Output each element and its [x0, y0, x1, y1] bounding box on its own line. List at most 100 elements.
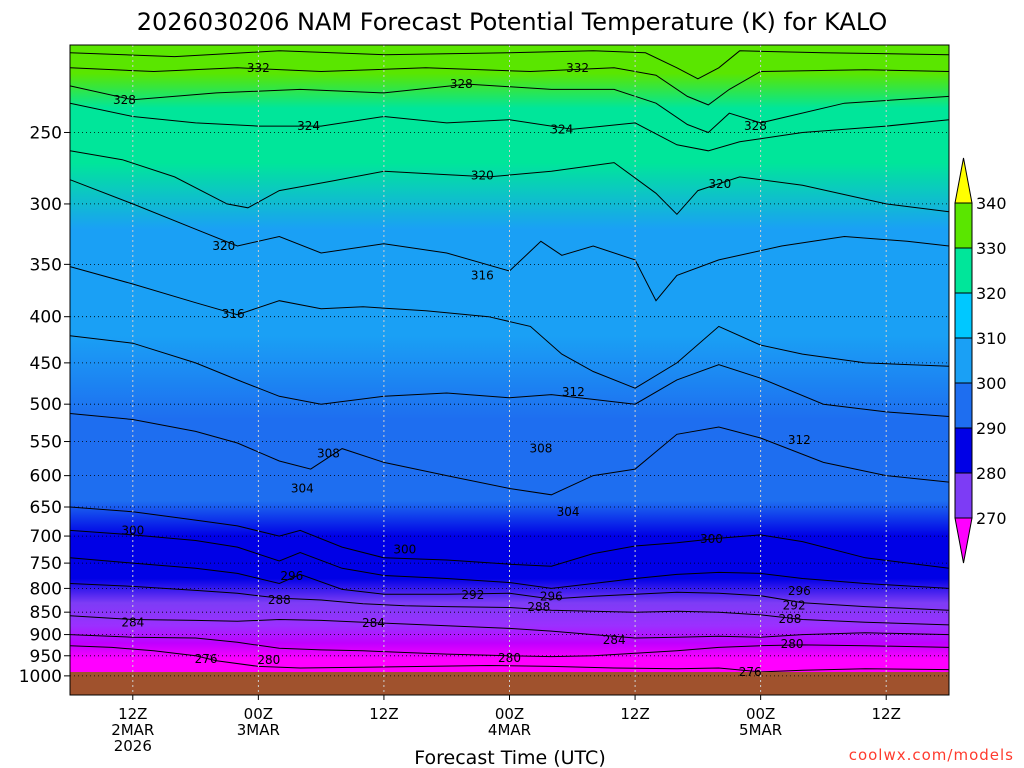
colorbar-label: 270 — [976, 509, 1007, 528]
y-tick-label: 650 — [30, 498, 62, 518]
contour-labels: 332 332 328 328 328 324 324 320 320 320 316 316 312 3… — [113, 61, 811, 679]
y-tick-label: 500 — [30, 395, 62, 415]
y-tick-label: 550 — [30, 433, 62, 453]
contour-label: 300 — [700, 532, 723, 546]
credit-link[interactable]: coolwx.com/models — [849, 746, 1014, 764]
x-tick-label: 12Z — [872, 705, 901, 723]
x-tick-label: 12Z — [620, 705, 649, 723]
colorbar-segment — [954, 382, 973, 429]
x-tick-label: 00Z — [495, 705, 524, 723]
colorbar-label: 290 — [976, 419, 1007, 438]
x-tick-label: 00Z — [244, 705, 273, 723]
y-tick-label: 700 — [30, 527, 62, 547]
y-tick-label: 850 — [30, 603, 62, 623]
contour-label: 284 — [362, 616, 385, 630]
y-axis: 250 300 350 400 450 500 550 600 650 700 750 800 850 9… — [19, 123, 70, 687]
contour-line-336 — [69, 50, 950, 80]
contour-line-324 — [69, 102, 950, 152]
chart-title: 2026030206 NAM Forecast Potential Temper… — [137, 8, 888, 36]
y-tick-label: 300 — [30, 195, 62, 215]
contour-label: 328 — [113, 93, 136, 107]
colorbar-segment — [954, 247, 973, 294]
x-tick-label: 4MAR — [488, 721, 531, 739]
contour-label: 300 — [393, 542, 416, 556]
contour-label: 304 — [291, 481, 314, 495]
contour-label: 292 — [783, 599, 806, 613]
x-tick-label: 12Z — [118, 705, 147, 723]
x-tick-label: 2026 — [114, 737, 152, 755]
y-tick-label: 950 — [30, 647, 62, 667]
x-tick-label: 00Z — [746, 705, 775, 723]
contour-label: 288 — [778, 612, 801, 626]
colorbar-segment — [954, 337, 973, 384]
contour-label: 276 — [195, 652, 218, 666]
contour-line-300 — [69, 506, 950, 569]
colorbar-label: 280 — [976, 464, 1007, 483]
contour-label: 316 — [222, 307, 245, 321]
y-tick-label: 750 — [30, 554, 62, 574]
y-tick-label: 1000 — [19, 667, 62, 687]
contour-label: 288 — [268, 593, 291, 607]
contour-line-296 — [69, 529, 950, 589]
colorbar-label: 300 — [976, 374, 1007, 393]
contour-label: 312 — [562, 385, 585, 399]
contour-label: 284 — [603, 633, 626, 647]
colorbar-segment — [954, 427, 973, 474]
contour-label: 300 — [121, 523, 144, 537]
contour-line-308 — [69, 335, 950, 417]
grid-lines — [70, 45, 949, 695]
contour-label: 320 — [212, 239, 235, 253]
x-tick-label: 3MAR — [237, 721, 280, 739]
x-axis-label: Forecast Time (UTC) — [414, 747, 605, 768]
contour-label: 308 — [529, 442, 552, 456]
contour-label: 312 — [788, 433, 811, 447]
contour-line-328 — [69, 83, 950, 134]
contour-label: 324 — [297, 119, 320, 133]
y-tick-label: 800 — [30, 579, 62, 599]
contour-line-284 — [69, 615, 950, 639]
y-tick-label: 400 — [30, 308, 62, 328]
colorbar-label: 340 — [976, 194, 1007, 213]
contour-label: 320 — [471, 168, 494, 182]
contour-line-304 — [69, 413, 950, 496]
contour-label: 324 — [550, 122, 573, 136]
y-tick-label: 350 — [30, 255, 62, 275]
contour-label: 292 — [461, 588, 484, 602]
plot-area: 332 332 328 328 328 324 324 320 320 320 316 316 312 3… — [69, 44, 950, 696]
contour-label: 280 — [498, 651, 521, 665]
contour-label: 280 — [781, 637, 804, 651]
y-tick-label: 900 — [30, 626, 62, 646]
contour-label: 280 — [257, 653, 280, 667]
contour-line-320 — [69, 150, 950, 216]
colorbar-arrow-bottom — [954, 517, 973, 564]
colorbar-segment — [954, 292, 973, 339]
colorbar-label: 330 — [976, 239, 1007, 258]
contour-line-288 — [69, 583, 950, 626]
contour-label: 288 — [527, 600, 550, 614]
contour-label: 320 — [708, 177, 731, 191]
colorbar-segment — [954, 472, 973, 519]
colorbar-segment — [954, 202, 973, 249]
contour-label: 328 — [450, 77, 473, 91]
contour-label: 296 — [540, 590, 563, 604]
contour-label: 332 — [247, 61, 270, 75]
contour-label: 284 — [121, 616, 144, 630]
colorbar: 340 330 320 310 300 290 280 270 — [954, 157, 1007, 564]
y-tick-label: 250 — [30, 123, 62, 143]
contour-label: 332 — [566, 61, 589, 75]
y-tick-label: 450 — [30, 354, 62, 374]
contour-line-276 — [69, 645, 950, 673]
contour-label: 316 — [471, 268, 494, 282]
contour-label: 276 — [739, 665, 762, 679]
colorbar-label: 320 — [976, 284, 1007, 303]
ground-surface — [70, 672, 949, 695]
contour-label: 308 — [317, 446, 340, 460]
contour-label: 296 — [788, 584, 811, 598]
x-tick-label: 12Z — [369, 705, 398, 723]
contour-line-316 — [69, 179, 950, 302]
x-tick-label: 2MAR — [111, 721, 154, 739]
x-tick-label: 5MAR — [739, 721, 782, 739]
